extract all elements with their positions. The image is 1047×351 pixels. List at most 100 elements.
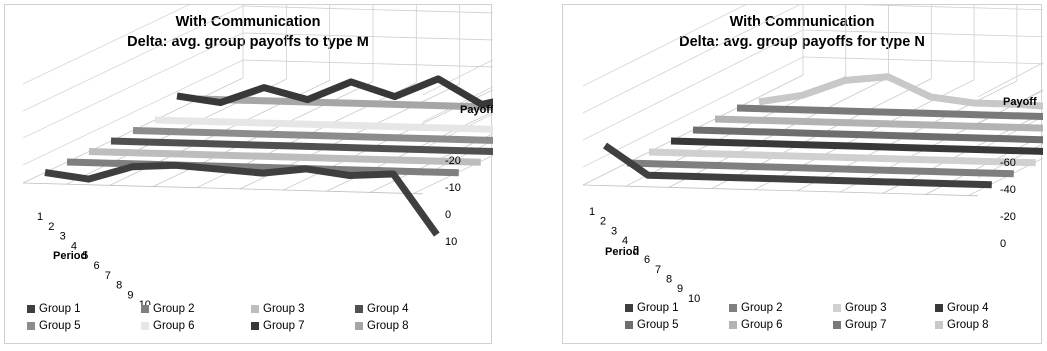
legend-swatch (141, 322, 149, 330)
legend-item: Group 3 (251, 302, 305, 316)
y-tick-label: 0 (1000, 238, 1006, 250)
x-tick-label: 5 (82, 250, 88, 262)
legend-swatch (833, 321, 841, 329)
series-ribbon-group-6 (714, 115, 1043, 132)
x-tick-label: 5 (633, 245, 639, 257)
x-axis-title: Period (53, 250, 87, 262)
series-ribbon-group-2 (626, 159, 1014, 178)
x-tick-label: 6 (94, 260, 100, 272)
legend-swatch (729, 304, 737, 312)
y-tick-label: 0 (445, 209, 451, 221)
x-tick-label: 8 (666, 274, 672, 286)
y-axis-title: Payoff (1003, 96, 1037, 108)
y-tick-label: -60 (1000, 157, 1016, 169)
chart-subtitle: Delta: avg. group payoffs for type N (679, 34, 925, 50)
legend-item: Group 4 (935, 301, 989, 315)
legend-swatch (141, 305, 149, 313)
legend-label: Group 3 (845, 302, 887, 314)
x-tick-label: 8 (116, 280, 122, 292)
series-ribbon-group-4 (110, 137, 493, 156)
x-axis-title: Period (605, 246, 639, 258)
legend-label: Group 8 (947, 319, 989, 331)
chart-subtitle: Delta: avg. group payoffs to type M (127, 34, 369, 50)
series-ribbon-group-5 (132, 127, 493, 144)
legend-item: Group 3 (833, 301, 887, 315)
series-ribbon-group-4 (670, 137, 1043, 155)
y-tick-label: -10 (445, 182, 461, 194)
x-tick-label: 4 (71, 240, 77, 252)
chart-panel-type-n: With Communication Delta: avg. group pay… (562, 4, 1043, 344)
series-ribbons (44, 75, 493, 237)
chart-title: With Communication (729, 14, 875, 30)
legend-label: Group 1 (637, 302, 679, 314)
series-ribbon-group-1 (603, 142, 992, 189)
x-tick-label: 7 (105, 270, 111, 282)
legend-label: Group 2 (153, 303, 195, 315)
x-tick-label: 1 (589, 206, 595, 218)
legend-item: Group 7 (251, 319, 305, 333)
chart-title: With Communication (175, 14, 321, 30)
legend-swatch (935, 321, 943, 329)
legend-item: Group 2 (729, 301, 783, 315)
legend-label: Group 1 (39, 303, 81, 315)
x-tick-label: 9 (677, 283, 683, 295)
x-tick-label: 6 (644, 254, 650, 266)
legend-swatch (729, 321, 737, 329)
x-tick-label: 10 (688, 293, 700, 305)
legend-label: Group 8 (367, 320, 409, 332)
x-tick-label: 10 (139, 299, 151, 305)
legend-swatch (625, 321, 633, 329)
series-ribbon-group-8 (758, 73, 1043, 110)
x-tick-label: 1 (37, 211, 43, 223)
series-ribbon-group-3 (648, 148, 1036, 167)
x-tick-label: 2 (600, 216, 606, 228)
series-ribbon-group-8 (198, 95, 493, 111)
x-tick-label: 3 (60, 231, 66, 243)
legend-label: Group 6 (153, 320, 195, 332)
legend-swatch (27, 322, 35, 330)
series-ribbon-group-1 (44, 161, 440, 237)
legend-item: Group 1 (625, 301, 679, 315)
x-tick-label: 7 (655, 264, 661, 276)
series-ribbon-group-7 (176, 75, 493, 108)
series-ribbon-group-3 (88, 148, 481, 166)
y-tick-label: -40 (1000, 184, 1016, 196)
legend-label: Group 7 (845, 319, 887, 331)
x-tick-label: 2 (48, 221, 54, 233)
legend-item: Group 4 (355, 302, 409, 316)
x-tick-label: 3 (611, 225, 617, 237)
series-ribbon-group-7 (736, 104, 1043, 121)
legend-swatch (251, 305, 259, 313)
legend-swatch (251, 322, 259, 330)
gridlines (22, 5, 493, 195)
legend-label: Group 3 (263, 303, 305, 315)
legend-label: Group 4 (367, 303, 409, 315)
legend-item: Group 8 (935, 318, 989, 332)
legend-item: Group 6 (141, 319, 195, 333)
y-tick-label: 10 (445, 236, 457, 248)
legend-item: Group 7 (833, 318, 887, 332)
legend-swatch (355, 305, 363, 313)
legend-swatch (625, 304, 633, 312)
legend-item: Group 5 (625, 318, 679, 332)
legend-label: Group 7 (263, 320, 305, 332)
y-axis-ticks: 10 0 -10 -20 (445, 155, 461, 248)
x-tick-label: 9 (127, 289, 133, 301)
legend-item: Group 6 (729, 318, 783, 332)
legend-label: Group 4 (947, 302, 989, 314)
y-axis-ticks: 0 -20 -40 -60 (1000, 157, 1016, 250)
legend-item: Group 1 (27, 302, 81, 316)
legend-item: Group 5 (27, 319, 81, 333)
legend-swatch (355, 322, 363, 330)
chart-panel-type-m: With Communication Delta: avg. group pay… (4, 4, 493, 344)
legend-swatch (833, 304, 841, 312)
legend-item: Group 8 (355, 319, 409, 333)
series-ribbon-group-5 (692, 126, 1043, 144)
y-tick-label: -20 (445, 155, 461, 167)
legend-label: Group 5 (39, 320, 81, 332)
legend-swatch (27, 305, 35, 313)
